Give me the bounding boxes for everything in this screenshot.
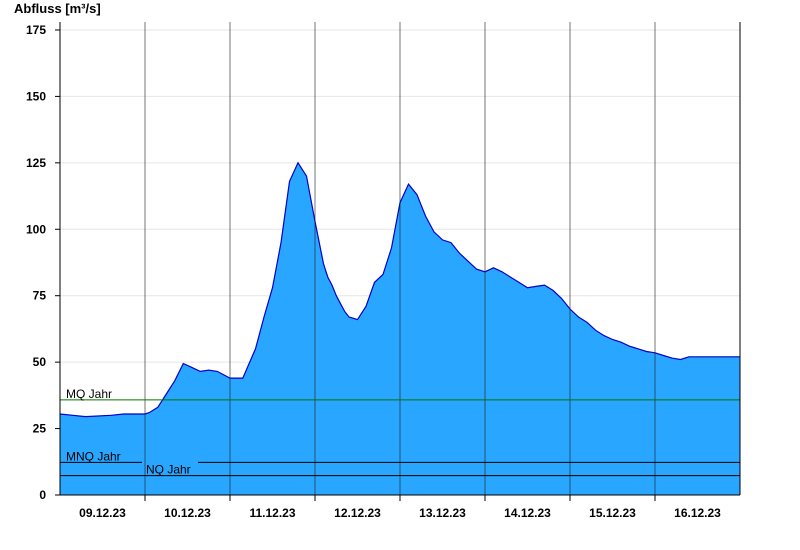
axes: 0 25 50 75 100 125 150 175 09.12.23 10.12.23 11.12… (26, 22, 741, 520)
reference-line-label: MNQ Jahr (66, 449, 121, 463)
y-tick-label: 50 (33, 355, 47, 369)
x-tick-label: 12.12.23 (334, 506, 381, 520)
reference-lines: MQ Jahr MNQ Jahr NQ Jahr (60, 387, 740, 477)
y-tick-label: 0 (39, 488, 46, 502)
x-tick-label: 16.12.23 (674, 506, 721, 520)
x-tick-label: 15.12.23 (589, 506, 636, 520)
reference-line-label: MQ Jahr (66, 387, 112, 401)
y-axis-label: Abfluss [m³/s] (14, 1, 101, 16)
y-tick-label: 100 (26, 222, 46, 236)
y-tick-label: 125 (26, 156, 46, 170)
y-tick-label: 175 (26, 23, 46, 37)
x-tick-label: 10.12.23 (164, 506, 211, 520)
y-tick-label: 75 (33, 289, 47, 303)
reference-line-label: NQ Jahr (146, 463, 191, 477)
y-tick-label: 150 (26, 89, 46, 103)
x-tick-label: 14.12.23 (504, 506, 551, 520)
y-tick-label: 25 (33, 422, 47, 436)
x-tick-label: 11.12.23 (249, 506, 295, 520)
x-tick-label: 13.12.23 (419, 506, 466, 520)
plot-area (59, 22, 740, 496)
x-tick-label: 09.12.23 (79, 506, 126, 520)
series-line (59, 161, 740, 418)
